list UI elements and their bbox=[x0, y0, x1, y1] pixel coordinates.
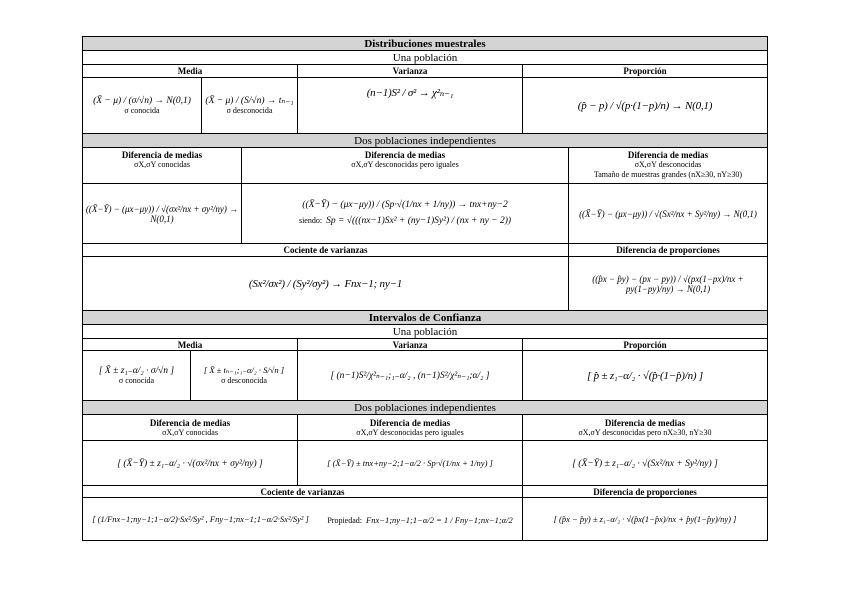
formula: ((p̂x − p̂y) − (px − py)) / √(px(1−px)/n… bbox=[592, 273, 744, 294]
formula-cell: (X̄ − μ) / (σ/√n) → N(0,1) σ conocida bbox=[82, 77, 202, 134]
formula-cell: (X̄ − μ) / (S/√n) → tₙ₋₁ σ desconocida bbox=[201, 77, 298, 134]
header-cell: Diferencia de medias σX,σY desconocidas p… bbox=[241, 147, 569, 184]
formula: [ (n−1)S²/χ²ₙ₋₁;₁₋α/₂ , (n−1)S²/χ²ₙ₋₁;α/… bbox=[330, 371, 490, 381]
formula: (n−1)S² / σ² → χ²ₙ₋₁ bbox=[366, 87, 454, 99]
header-cell: Diferencia de medias σX,σY conocidas bbox=[82, 147, 242, 184]
section-title-intervalos: Intervalos de Confianza bbox=[82, 310, 768, 325]
note: σ conocida bbox=[124, 105, 160, 115]
header-cell: Diferencia de medias σX,σY desconocidas p… bbox=[522, 414, 768, 441]
formula-cell: [ (X̄−Ȳ) ± z₁₋α/₂ · √(σx²/nx + σy²/ny) ] bbox=[82, 440, 298, 486]
header-proporcion: Proporción bbox=[522, 64, 768, 78]
formula: (p̂ − p) / √(p·(1−p)/n) → N(0,1) bbox=[577, 99, 713, 112]
siendo-label: siendo: bbox=[298, 215, 323, 225]
formula-cell: (n−1)S² / σ² → χ²ₙ₋₁ bbox=[297, 77, 523, 134]
header-diferencia-medias: Diferencia de medias bbox=[604, 417, 686, 428]
note: σ desconocida bbox=[226, 106, 273, 115]
header-diferencia-medias: Diferencia de medias bbox=[149, 417, 231, 428]
formula: [ p̂ ± z₁₋α/₂ · √(p̂·(1−p̂)/n) ] bbox=[586, 370, 704, 382]
header-diferencia-medias: Diferencia de medias bbox=[369, 417, 451, 428]
formula-cell: ((p̂x − p̂y) − (px − py)) / √(px(1−px)/n… bbox=[568, 256, 768, 311]
formula-sp: Sp = √(((nx−1)Sx² + (ny−1)Sy²) / (nx + n… bbox=[326, 215, 512, 226]
header-varianza: Varianza bbox=[297, 64, 523, 78]
formula: [ (X̄−Ȳ) ± z₁₋α/₂ · √(Sx²/nx + Sy²/ny) ] bbox=[572, 458, 718, 469]
note: σX,σY desconocidas bbox=[634, 160, 702, 169]
note: σX,σY conocidas bbox=[134, 160, 190, 169]
header-diferencia-medias: Diferencia de medias bbox=[364, 150, 446, 160]
formula-cell: (Sx²/σx²) / (Sy²/σy²) → Fnx−1; ny−1 bbox=[82, 256, 569, 311]
subsection-una-poblacion: Una población bbox=[82, 50, 768, 65]
formula: (Sx²/σx²) / (Sy²/σy²) → Fnx−1; ny−1 bbox=[248, 277, 403, 290]
header-cell: Diferencia de medias σX,σY desconocidas Ta… bbox=[568, 147, 768, 184]
formula: ((X̄−Ȳ) − (μx−μy)) / √(Sx²/nx + Sy²/ny) … bbox=[579, 208, 757, 219]
header-cell: Diferencia de medias σX,σY conocidas bbox=[82, 414, 298, 441]
subsection-dos-poblaciones: Dos poblaciones independientes bbox=[82, 133, 768, 148]
formula-cell: ((X̄−Ȳ) − (μx−μy)) / √(σx²/nx + σy²/ny) … bbox=[82, 183, 242, 244]
formula-cell: [ (1/Fnx−1;ny−1;1−α/2)·Sx²/Sy² , Fny−1;n… bbox=[82, 497, 523, 541]
formula: ((X̄−Ȳ) − (μx−μy)) / √(σx²/nx + σy²/ny) … bbox=[85, 203, 239, 224]
formula: [ X̄ ± z₁₋α/₂ · σ/√n ] bbox=[98, 366, 175, 376]
formula: [ X̄ ± tₙ₋₁;₁₋α/₂ · S/√n ] bbox=[203, 365, 285, 375]
subsection-una-poblacion: Una población bbox=[82, 324, 768, 339]
formula-cell: [ (p̂x − p̂y) ± z₁₋α/₂ · √(p̂x(1−p̂x)/nx… bbox=[522, 497, 768, 541]
section-title-distribuciones: Distribuciones muestrales bbox=[82, 36, 768, 51]
formula: (X̄ − μ) / (S/√n) → tₙ₋₁ bbox=[205, 96, 294, 106]
note: σ conocida bbox=[118, 376, 155, 385]
formula: ((X̄−Ȳ) − (μx−μy)) / (Sp·√(1/nx + 1/ny))… bbox=[302, 199, 508, 210]
note: σX,σY conocidas bbox=[162, 427, 218, 437]
formula-cell: [ (X̄−Ȳ) ± z₁₋α/₂ · √(Sx²/nx + Sy²/ny) ] bbox=[522, 440, 768, 486]
header-cociente-varianzas: Cociente de varianzas bbox=[82, 243, 569, 257]
formula: [ (1/Fnx−1;ny−1;1−α/2)·Sx²/Sy² , Fny−1;n… bbox=[92, 514, 309, 524]
formula-cell: [ X̄ ± tₙ₋₁;₁₋α/₂ · S/√n ] σ desconocida bbox=[190, 350, 298, 401]
propiedad-label: Propiedad: bbox=[327, 516, 363, 525]
header-diferencia-medias: Diferencia de medias bbox=[627, 150, 709, 160]
note: σX,σY desconocidas pero iguales bbox=[356, 427, 464, 437]
formula-cell: [ (n−1)S²/χ²ₙ₋₁;₁₋α/₂ , (n−1)S²/χ²ₙ₋₁;α/… bbox=[297, 350, 523, 401]
formula-propiedad: Fnx−1;ny−1;1−α/2 = 1 / Fny−1;nx−1;α/2 bbox=[366, 515, 513, 525]
header-diferencia-proporciones: Diferencia de proporciones bbox=[568, 243, 768, 257]
header-media: Media bbox=[82, 64, 298, 78]
formula-cell: (p̂ − p) / √(p·(1−p)/n) → N(0,1) bbox=[522, 77, 768, 134]
note: σ desconocida bbox=[221, 376, 267, 385]
subsection-dos-poblaciones: Dos poblaciones independientes bbox=[82, 400, 768, 415]
formula-cell: ((X̄−Ȳ) − (μx−μy)) / (Sp·√(1/nx + 1/ny))… bbox=[241, 183, 569, 244]
header-cell: Diferencia de medias σX,σY desconocidas p… bbox=[297, 414, 523, 441]
formula-cell: [ p̂ ± z₁₋α/₂ · √(p̂·(1−p̂)/n) ] bbox=[522, 350, 768, 401]
formula: [ (p̂x − p̂y) ± z₁₋α/₂ · √(p̂x(1−p̂x)/nx… bbox=[553, 513, 737, 524]
header-diferencia-medias: Diferencia de medias bbox=[121, 150, 203, 160]
note: σX,σY desconocidas pero iguales bbox=[351, 160, 459, 169]
formula: [ (X̄−Ȳ) ± tnx+ny−2;1−α/2 · Sp·√(1/nx + … bbox=[327, 458, 493, 468]
formula-cell: [ (X̄−Ȳ) ± tnx+ny−2;1−α/2 · Sp·√(1/nx + … bbox=[297, 440, 523, 486]
formula-cell: ((X̄−Ȳ) − (μx−μy)) / √(Sx²/nx + Sy²/ny) … bbox=[568, 183, 768, 244]
formula: (X̄ − μ) / (σ/√n) → N(0,1) bbox=[93, 95, 191, 106]
note: Tamaño de muestras grandes (nX≥30, nY≥30… bbox=[593, 170, 743, 179]
formula-cell: [ X̄ ± z₁₋α/₂ · σ/√n ] σ conocida bbox=[82, 350, 191, 401]
formula: [ (X̄−Ȳ) ± z₁₋α/₂ · √(σx²/nx + σy²/ny) ] bbox=[117, 458, 263, 469]
note: σX,σY desconocidas pero nX≥30, nY≥30 bbox=[578, 427, 712, 437]
